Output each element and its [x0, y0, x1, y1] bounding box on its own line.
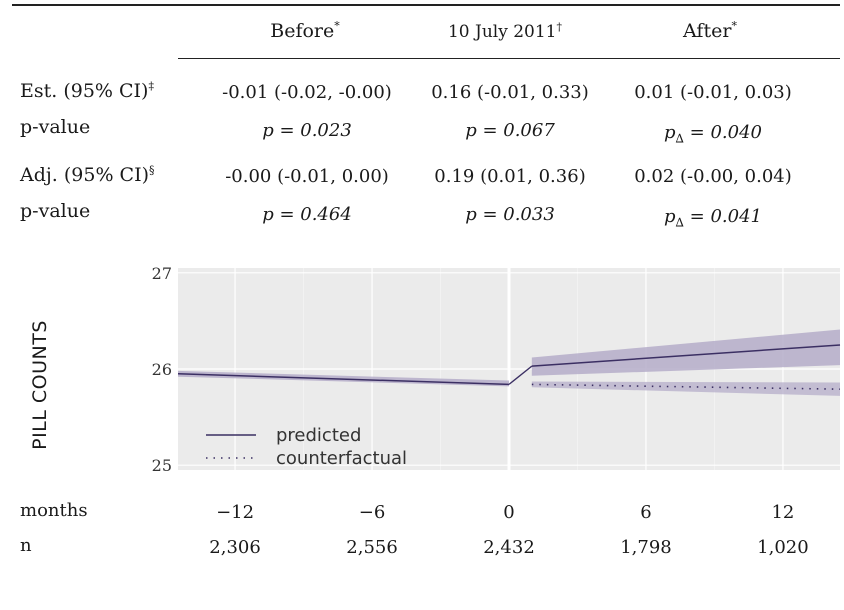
month-tick-label: −12: [216, 502, 255, 523]
row-label-adj-pvalue: p-value: [20, 200, 91, 222]
row-label-est-pvalue: p-value: [20, 116, 91, 138]
row-label-adj: Adj. (95% CI)§: [20, 163, 155, 186]
confidence-band-predicted: [531, 329, 840, 376]
y-tick-label: 26: [152, 360, 172, 379]
col-header-after: After*: [683, 19, 737, 42]
n-value: 2,432: [483, 537, 535, 558]
col-header-before: Before*: [270, 19, 340, 42]
break-connector: [508, 365, 533, 385]
col-header-date: 10 July 2011†: [447, 20, 562, 42]
est-before: -0.01 (-0.02, -0.00): [222, 82, 392, 103]
month-tick-label: −6: [358, 502, 386, 523]
adj-p-after: p∆ = 0.041: [664, 206, 762, 230]
table-header-rule: [178, 58, 840, 59]
n-value: 2,306: [209, 537, 261, 558]
n-value: 2,556: [346, 537, 398, 558]
month-tick-label: 6: [640, 502, 652, 523]
y-tick-label: 27: [152, 264, 172, 283]
month-tick-label: 12: [771, 502, 795, 523]
adj-date: 0.19 (0.01, 0.36): [434, 166, 586, 187]
months-label: months: [20, 500, 88, 521]
legend-label-predicted: predicted: [276, 425, 361, 446]
table-top-rule: [12, 4, 840, 6]
y-axis-label: PILL COUNTS: [29, 320, 51, 450]
y-tick-label: 25: [152, 456, 172, 475]
adj-p-date: p = 0.033: [465, 204, 555, 225]
adj-after: 0.02 (-0.00, 0.04): [634, 166, 792, 187]
est-date: 0.16 (-0.01, 0.33): [431, 82, 589, 103]
adj-before: -0.00 (-0.01, 0.00): [225, 166, 389, 187]
row-label-est: Est. (95% CI)‡: [20, 79, 154, 102]
adj-p-before: p = 0.464: [262, 204, 352, 225]
est-after: 0.01 (-0.01, 0.03): [634, 82, 792, 103]
n-label: n: [20, 535, 32, 556]
n-value: 1,020: [757, 537, 809, 558]
month-tick-label: 0: [503, 502, 515, 523]
est-p-after: p∆ = 0.040: [664, 122, 762, 146]
series-line-predicted: [531, 344, 841, 367]
legend-label-counterfactual: counterfactual: [276, 448, 407, 469]
est-p-date: p = 0.067: [465, 120, 555, 141]
est-p-before: p = 0.023: [262, 120, 352, 141]
series-line-predicted: [177, 373, 510, 386]
n-value: 1,798: [620, 537, 672, 558]
confidence-band-counterfactual: [531, 381, 840, 396]
